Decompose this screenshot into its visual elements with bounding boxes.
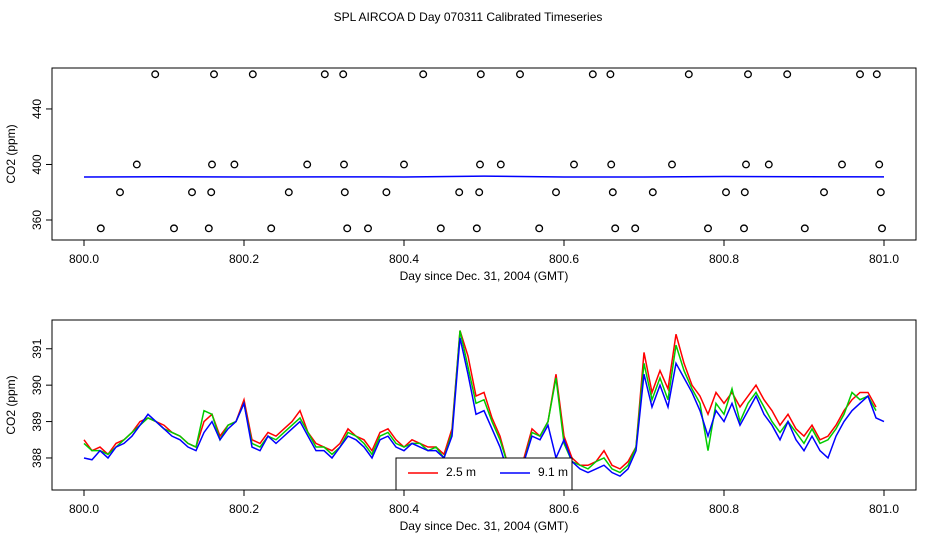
point	[267, 224, 276, 233]
x-tick-label: 801.0	[869, 252, 899, 266]
point	[248, 70, 257, 79]
x-tick-label: 800.0	[69, 252, 99, 266]
y-axis-label: CO2 (ppm)	[4, 375, 18, 434]
point	[472, 224, 481, 233]
point	[608, 188, 617, 197]
y-tick-label: 360	[30, 210, 44, 230]
point	[876, 188, 885, 197]
y-axis-label: CO2 (ppm)	[4, 124, 18, 183]
point	[764, 160, 773, 169]
point	[783, 70, 792, 79]
legend-box	[395, 457, 573, 490]
point	[872, 70, 881, 79]
plot-frame	[51, 319, 917, 491]
x-tick-label: 800.8	[709, 502, 739, 516]
point	[744, 70, 752, 79]
point	[230, 160, 239, 169]
x-tick-label: 800.2	[229, 502, 259, 516]
point	[516, 70, 524, 79]
y-tick-label: 389	[30, 411, 44, 431]
point	[648, 188, 657, 197]
x-axis-label: Day since Dec. 31, 2004 (GMT)	[400, 519, 569, 533]
y-tick-label: 440	[30, 99, 44, 119]
x-tick-label: 800.2	[229, 252, 259, 266]
point	[607, 160, 616, 169]
point	[436, 224, 445, 233]
point	[132, 160, 141, 169]
point	[476, 70, 485, 79]
figure-title: SPL AIRCOA D Day 070311 Calibrated Times…	[334, 10, 603, 24]
point	[303, 160, 312, 169]
point	[204, 224, 213, 233]
y-tick-label: 391	[30, 338, 44, 358]
x-tick-label: 800.0	[69, 502, 99, 516]
point	[496, 160, 505, 169]
point	[116, 188, 124, 197]
point	[210, 70, 218, 79]
plot-frame	[51, 67, 917, 241]
x-tick-label: 800.6	[549, 252, 579, 266]
plot-area	[83, 70, 886, 233]
plot-area: 2.5 m 9.1 m	[83, 330, 885, 490]
point	[339, 70, 348, 79]
point	[856, 70, 864, 79]
legend-label: 9.1 m	[538, 465, 568, 479]
point	[820, 188, 828, 197]
y-tick-label: 390	[30, 375, 44, 395]
point	[188, 188, 196, 197]
point	[364, 224, 372, 233]
point	[343, 224, 352, 233]
point	[207, 188, 216, 197]
point	[382, 188, 391, 197]
x-tick-label: 800.4	[389, 502, 419, 516]
point	[875, 160, 884, 169]
point	[475, 188, 484, 197]
x-tick-label: 800.6	[549, 502, 579, 516]
point	[704, 224, 712, 233]
point	[476, 160, 484, 169]
point	[878, 224, 886, 233]
point	[340, 188, 349, 197]
point	[588, 70, 597, 79]
point	[320, 70, 329, 79]
point	[170, 224, 178, 233]
point	[722, 188, 730, 197]
point	[151, 70, 160, 79]
point	[838, 160, 846, 169]
x-tick-label: 800.8	[709, 252, 739, 266]
point	[419, 70, 428, 79]
series-line	[83, 175, 885, 178]
point	[611, 224, 620, 233]
point	[740, 224, 748, 233]
point	[535, 224, 544, 233]
point	[740, 188, 749, 197]
point	[606, 70, 615, 79]
point	[631, 224, 640, 233]
y-tick-label: 388	[30, 448, 44, 468]
legend-label: 2.5 m	[446, 465, 476, 479]
point	[208, 160, 216, 169]
point	[455, 188, 464, 197]
point	[96, 224, 105, 233]
point	[800, 224, 809, 233]
point	[742, 160, 750, 169]
point	[552, 188, 560, 197]
x-tick-label: 801.0	[869, 502, 899, 516]
x-axis-label: Day since Dec. 31, 2004 (GMT)	[400, 269, 569, 283]
point	[340, 160, 348, 169]
point	[570, 160, 578, 169]
point	[400, 160, 408, 169]
point	[684, 70, 693, 79]
x-tick-label: 800.4	[389, 252, 419, 266]
y-tick-label: 400	[30, 154, 44, 174]
point	[284, 188, 293, 197]
point	[668, 160, 676, 169]
series-line	[83, 337, 885, 478]
series-line	[83, 330, 877, 474]
